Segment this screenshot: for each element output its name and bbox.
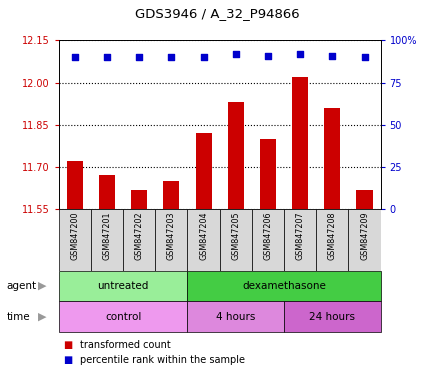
Point xyxy=(71,54,78,60)
Bar xyxy=(324,108,339,209)
Text: 4 hours: 4 hours xyxy=(216,312,255,322)
Bar xyxy=(67,161,82,209)
Bar xyxy=(123,209,155,271)
Text: GSM847202: GSM847202 xyxy=(135,211,143,260)
Text: time: time xyxy=(7,312,30,322)
Bar xyxy=(227,102,243,209)
Point xyxy=(328,53,335,59)
Text: transformed count: transformed count xyxy=(80,339,171,350)
Text: GSM847203: GSM847203 xyxy=(167,211,175,260)
Point xyxy=(264,53,271,59)
Bar xyxy=(283,209,316,271)
Point xyxy=(168,54,174,60)
Bar xyxy=(348,209,380,271)
Point xyxy=(103,54,110,60)
Bar xyxy=(131,190,147,209)
Text: untreated: untreated xyxy=(97,281,148,291)
Text: percentile rank within the sample: percentile rank within the sample xyxy=(80,355,245,365)
Bar xyxy=(155,209,187,271)
Text: dexamethasone: dexamethasone xyxy=(242,281,325,291)
Text: GSM847200: GSM847200 xyxy=(70,211,79,260)
Point xyxy=(200,54,207,60)
Bar xyxy=(251,209,283,271)
Text: ■: ■ xyxy=(63,339,72,350)
Point xyxy=(360,54,367,60)
Bar xyxy=(219,209,251,271)
Bar xyxy=(59,209,91,271)
Bar xyxy=(91,209,123,271)
Bar xyxy=(356,190,372,209)
Text: ■: ■ xyxy=(63,355,72,365)
Bar xyxy=(260,139,275,209)
Text: GSM847208: GSM847208 xyxy=(327,211,336,260)
Text: GSM847205: GSM847205 xyxy=(231,211,240,260)
Bar xyxy=(292,77,308,209)
Text: agent: agent xyxy=(7,281,36,291)
Text: GSM847209: GSM847209 xyxy=(359,211,368,260)
Text: ▶: ▶ xyxy=(38,312,47,322)
Point xyxy=(296,51,303,57)
Text: GSM847204: GSM847204 xyxy=(199,211,207,260)
Text: GSM847207: GSM847207 xyxy=(295,211,304,260)
Bar xyxy=(195,133,211,209)
Point xyxy=(135,54,142,60)
Text: GSM847201: GSM847201 xyxy=(102,211,111,260)
Text: GDS3946 / A_32_P94866: GDS3946 / A_32_P94866 xyxy=(135,7,299,20)
Bar xyxy=(99,175,115,209)
Text: GSM847206: GSM847206 xyxy=(263,211,272,260)
Text: control: control xyxy=(105,312,141,322)
Bar xyxy=(163,181,179,209)
Bar xyxy=(187,209,219,271)
Text: 24 hours: 24 hours xyxy=(309,312,355,322)
Bar xyxy=(316,209,348,271)
Text: ▶: ▶ xyxy=(38,281,47,291)
Point xyxy=(232,51,239,57)
